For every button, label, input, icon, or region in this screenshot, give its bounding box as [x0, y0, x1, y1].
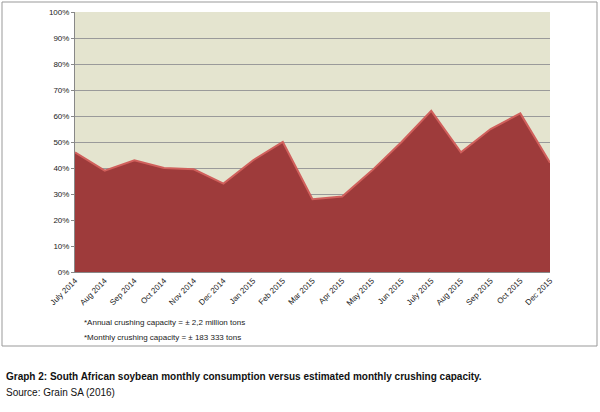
svg-text:Nov 2014: Nov 2014 [167, 276, 198, 307]
svg-text:Sep 2015: Sep 2015 [464, 276, 495, 307]
svg-text:80%: 80% [53, 60, 69, 69]
svg-text:Mar 2015: Mar 2015 [286, 276, 317, 307]
svg-text:*Annual crushing capacity = ±: *Annual crushing capacity = ± 2,2 millio… [84, 318, 245, 327]
svg-text:Jan 2015: Jan 2015 [228, 276, 258, 306]
svg-text:0%: 0% [58, 268, 70, 277]
svg-text:100%: 100% [49, 8, 69, 17]
svg-text:60%: 60% [53, 112, 69, 121]
svg-text:May 2015: May 2015 [345, 276, 377, 308]
svg-text:40%: 40% [53, 164, 69, 173]
svg-text:July 2015: July 2015 [405, 276, 436, 307]
svg-text:Apr 2015: Apr 2015 [317, 276, 347, 306]
svg-text:Oct 2014: Oct 2014 [139, 276, 169, 306]
svg-text:Dec 2014: Dec 2014 [197, 276, 228, 307]
svg-text:Aug 2015: Aug 2015 [435, 276, 466, 307]
svg-text:Sep 2014: Sep 2014 [108, 276, 139, 307]
svg-text:Feb 2015: Feb 2015 [257, 276, 288, 307]
svg-text:July 2014: July 2014 [49, 276, 80, 307]
svg-text:Dec 2015: Dec 2015 [524, 276, 555, 307]
svg-text:Oct 2015: Oct 2015 [495, 276, 525, 306]
svg-text:*Monthly crushing capacity = ±: *Monthly crushing capacity = ± 183 333 t… [84, 333, 241, 342]
svg-text:10%: 10% [53, 242, 69, 251]
svg-text:Jun 2015: Jun 2015 [376, 276, 406, 306]
svg-text:70%: 70% [53, 86, 69, 95]
svg-text:20%: 20% [53, 216, 69, 225]
svg-text:Aug 2014: Aug 2014 [78, 276, 109, 307]
svg-text:Source: Grain SA (2016): Source: Grain SA (2016) [6, 387, 115, 398]
svg-text:Graph 2: South African soybean: Graph 2: South African soybean monthly c… [6, 371, 482, 382]
svg-text:90%: 90% [53, 34, 69, 43]
svg-text:50%: 50% [53, 138, 69, 147]
svg-text:30%: 30% [53, 190, 69, 199]
